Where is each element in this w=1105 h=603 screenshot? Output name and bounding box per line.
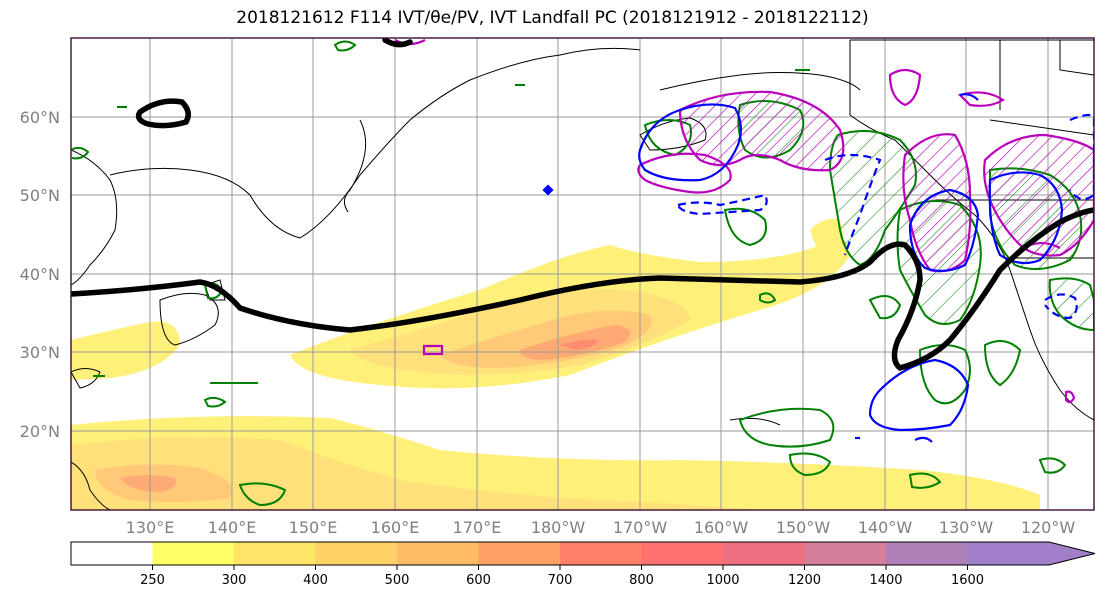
lon-label: 140°E — [208, 518, 257, 537]
lon-label: 130°W — [939, 518, 994, 537]
blue-contours — [542, 93, 1094, 443]
longitude-labels: 130°E 140°E 150°E 160°E 170°E 180°W 170°… — [126, 518, 1076, 537]
colorbar-tick-label: 700 — [548, 573, 573, 588]
lat-label: 30°N — [20, 343, 60, 362]
colorbar-segment — [397, 542, 479, 565]
colorbar-tick-label: 400 — [303, 573, 328, 588]
colorbar-tick-label: 500 — [385, 573, 410, 588]
colorbar-tick-label: 1000 — [706, 573, 739, 588]
lat-label: 60°N — [20, 108, 60, 127]
lat-label: 40°N — [20, 265, 60, 284]
lon-label: 120°W — [1021, 518, 1076, 537]
magenta-contours — [394, 39, 1094, 404]
colorbar-segment — [152, 542, 235, 565]
colorbar-segment — [886, 542, 968, 565]
map-title: 2018121612 F114 IVT/θe/PV, IVT Landfall … — [236, 8, 869, 28]
colorbar-segment — [723, 542, 805, 565]
colorbar-segment — [315, 542, 398, 565]
colorbar-segment — [804, 542, 887, 565]
colorbar-segment — [641, 542, 724, 565]
colorbar: 250 300 400 500 600 700 800 1000 1200 1400 1600 — [70, 541, 1096, 588]
lon-label: 140°W — [858, 518, 913, 537]
colorbar-segment — [71, 542, 153, 565]
lon-label: 150°E — [289, 518, 338, 537]
colorbar-tick-label: 600 — [466, 573, 491, 588]
colorbar-tick-label: 1200 — [788, 573, 821, 588]
colorbar-segment — [967, 542, 1095, 565]
lon-label: 170°E — [453, 518, 502, 537]
latitude-labels: 60°N 50°N 40°N 30°N 20°N — [20, 108, 60, 441]
map-border — [70, 37, 1095, 511]
colorbar-tick-label: 250 — [140, 573, 165, 588]
colorbar-segment — [560, 542, 642, 565]
lon-label: 160°E — [371, 518, 420, 537]
colorbar-outline — [70, 541, 1096, 566]
map-panel — [71, 38, 1094, 510]
colorbar-tick-label: 800 — [629, 573, 654, 588]
lon-label: 170°W — [613, 518, 668, 537]
pv-contour — [71, 38, 1094, 372]
lon-label: 180°W — [531, 518, 586, 537]
colorbar-segment — [478, 542, 561, 565]
lon-label: 130°E — [126, 518, 175, 537]
colorbar-segment — [234, 542, 316, 565]
lat-label: 20°N — [20, 422, 60, 441]
lon-label: 160°W — [694, 518, 749, 537]
lat-label: 50°N — [20, 186, 60, 205]
colorbar-tick-label: 1600 — [951, 573, 984, 588]
colorbar-tick-label: 300 — [222, 573, 247, 588]
colorbar-tick-label: 1400 — [869, 573, 902, 588]
lon-label: 150°W — [776, 518, 831, 537]
